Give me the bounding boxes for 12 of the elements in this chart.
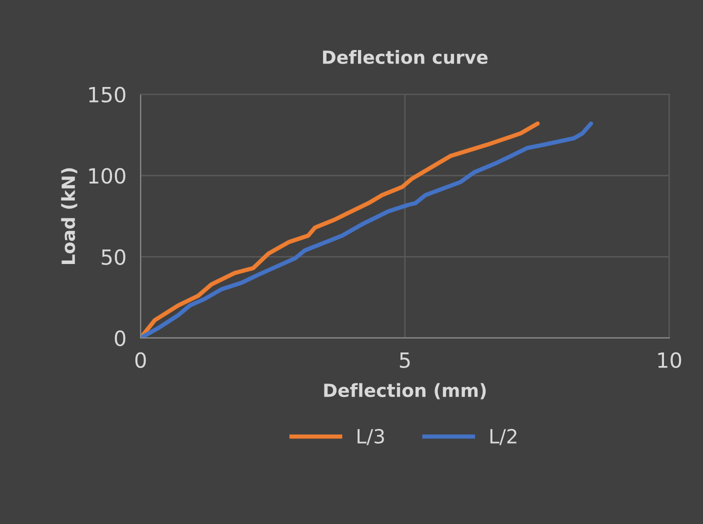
y-tick-label: 100 [89,168,126,184]
chart-title: Deflection curve [323,50,488,64]
x-tick-label: 5 [400,352,410,368]
legend-label: L/2 [490,428,516,446]
y-tick-label: 50 [102,249,126,265]
x-tick-label: 10 [658,352,682,368]
x-tick-label: 0 [135,352,146,368]
x-axis-title: Deflection (mm) [324,383,486,400]
y-tick-label: 150 [89,86,126,103]
y-axis-title: Load (kN) [61,168,78,264]
legend-label: L/3 [358,428,384,446]
y-tick-label: 0 [114,330,126,346]
